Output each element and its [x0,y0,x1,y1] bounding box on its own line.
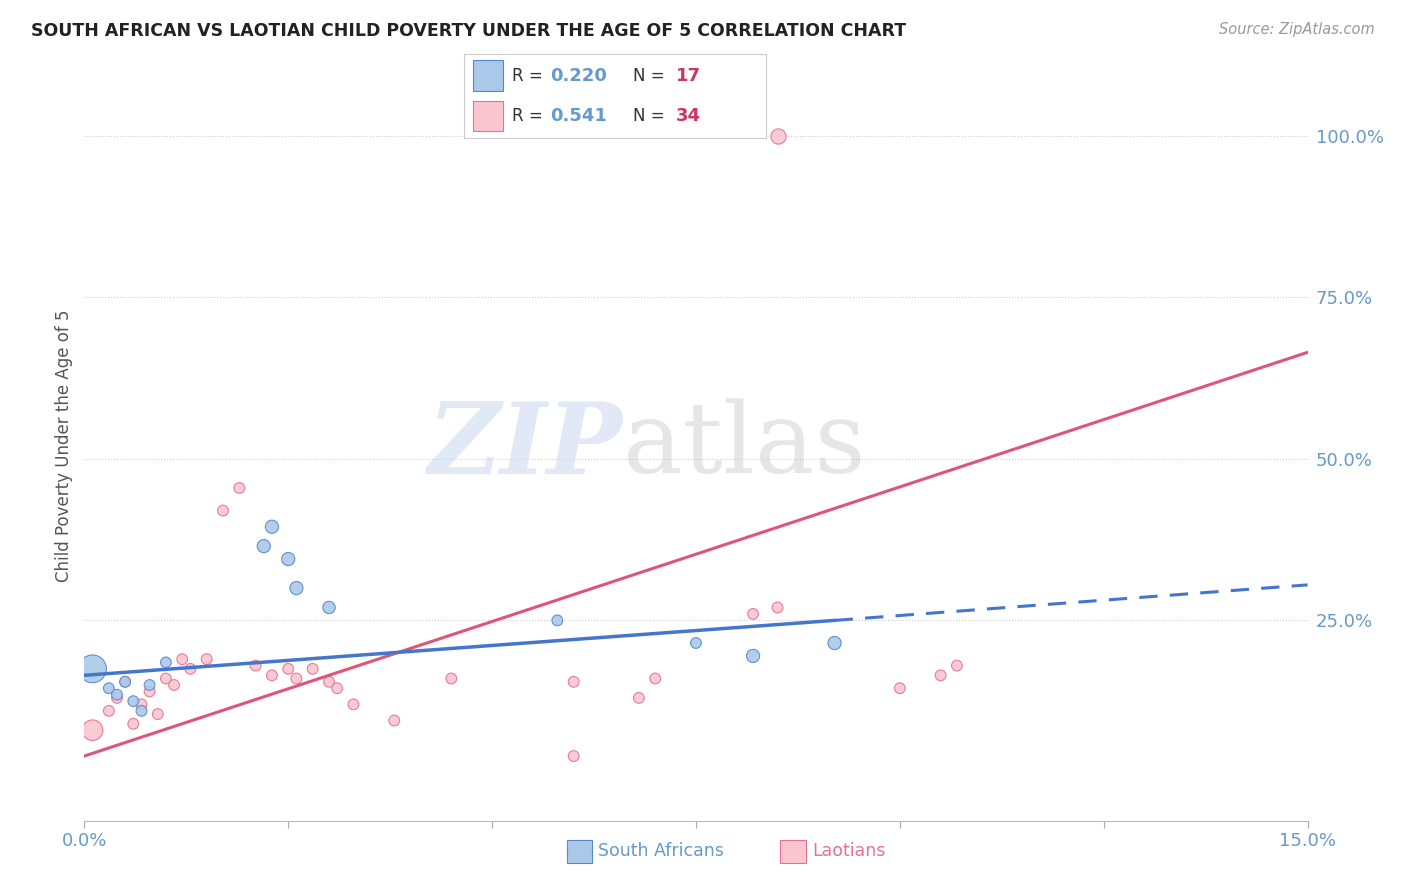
Point [742,648,765,663]
Point [212,503,235,517]
Point [766,600,789,615]
Point [627,690,650,705]
Point [285,672,308,686]
Point [946,658,969,673]
Point [824,636,846,650]
Text: Laotians: Laotians [813,842,886,861]
Point [114,674,136,689]
Point [742,607,765,621]
Point [155,656,177,670]
Point [440,672,463,686]
Text: R =: R = [512,67,548,85]
Point [318,674,340,689]
Point [326,681,349,696]
Point [131,698,153,712]
Text: ZIP: ZIP [427,398,623,494]
Point [172,652,194,666]
Point [97,681,120,696]
Text: 34: 34 [676,107,700,125]
Point [179,662,201,676]
Point [138,684,160,698]
Point [82,723,104,738]
Point [122,716,145,731]
Point [277,552,299,566]
Point [97,704,120,718]
Text: N =: N = [633,107,671,125]
Point [382,714,405,728]
Bar [472,61,503,91]
Point [105,688,128,702]
Bar [472,101,503,131]
Point [260,520,283,534]
Point [301,662,323,676]
Text: 0.541: 0.541 [550,107,607,125]
Point [122,694,145,708]
Point [644,672,666,686]
Point [155,672,177,686]
Point [146,707,169,722]
Point [562,749,585,764]
Point [260,668,283,682]
Point [546,614,568,628]
Point [163,678,186,692]
Point [82,662,104,676]
Point [138,678,160,692]
Text: 17: 17 [676,67,700,85]
Point [766,128,789,143]
Y-axis label: Child Poverty Under the Age of 5: Child Poverty Under the Age of 5 [55,310,73,582]
Text: 0.220: 0.220 [550,67,607,85]
Point [228,481,250,495]
Point [685,636,707,650]
Point [277,662,299,676]
Point [131,704,153,718]
Text: N =: N = [633,67,671,85]
Point [318,600,340,615]
Point [253,539,276,553]
Text: R =: R = [512,107,548,125]
Text: SOUTH AFRICAN VS LAOTIAN CHILD POVERTY UNDER THE AGE OF 5 CORRELATION CHART: SOUTH AFRICAN VS LAOTIAN CHILD POVERTY U… [31,22,905,40]
Point [105,690,128,705]
Text: South Africans: South Africans [598,842,724,861]
Point [285,581,308,595]
Text: atlas: atlas [623,398,865,494]
Text: Source: ZipAtlas.com: Source: ZipAtlas.com [1219,22,1375,37]
Point [342,698,364,712]
Point [114,674,136,689]
Point [929,668,952,682]
Point [562,674,585,689]
Point [245,658,267,673]
Point [195,652,218,666]
Point [889,681,911,696]
